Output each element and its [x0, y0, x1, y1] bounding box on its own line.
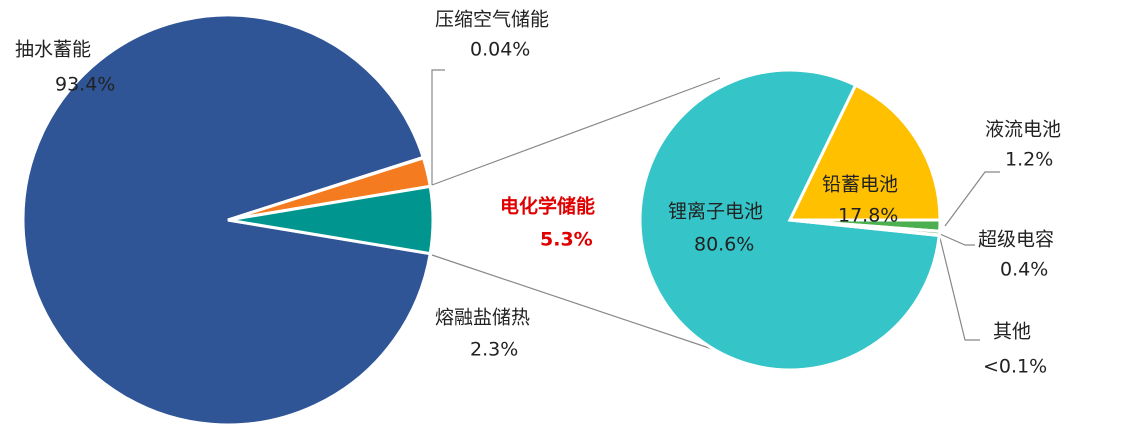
leader-line — [431, 69, 445, 185]
pie-slice — [787, 83, 942, 222]
leader-line — [944, 171, 1000, 227]
slice-label: 熔融盐储热 — [435, 307, 530, 329]
leader-line — [939, 233, 975, 246]
pie-slice — [21, 13, 432, 427]
slice-value-label: 5.3% — [540, 229, 593, 251]
connector-line — [431, 77, 721, 186]
slice-value-label: 1.2% — [1005, 149, 1053, 171]
slice-label: 超级电容 — [978, 229, 1054, 251]
slice-value-label: 0.04% — [470, 39, 530, 61]
leader-line — [939, 237, 980, 341]
pie-slice — [227, 184, 435, 256]
slice-value-label: <0.1% — [983, 356, 1047, 378]
slice-label: 压缩空气储能 — [435, 9, 549, 31]
slice-value-label: 80.6% — [694, 234, 754, 256]
slice-label: 电化学储能 — [500, 195, 595, 218]
slice-label: 其他 — [993, 321, 1031, 343]
slice-value-label: 0.4% — [1000, 259, 1048, 281]
slice-label: 铅蓄电池 — [822, 174, 898, 196]
slice-value-label: 2.3% — [470, 339, 518, 361]
slice-label: 抽水蓄能 — [15, 39, 91, 61]
pie-slice — [789, 218, 941, 238]
connectors — [431, 69, 1000, 356]
slice-label: 液流电池 — [985, 119, 1061, 141]
connector-line — [431, 254, 731, 356]
slice-label: 锂离子电池 — [668, 201, 763, 223]
slice-value-label: 17.8% — [838, 205, 898, 227]
slice-value-label: 93.4% — [55, 74, 115, 96]
